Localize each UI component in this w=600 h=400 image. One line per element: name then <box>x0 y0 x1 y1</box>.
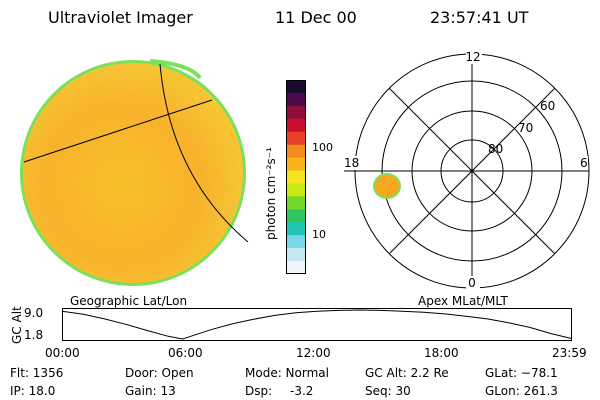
geographic-image <box>20 59 249 286</box>
colorbar <box>286 80 306 274</box>
diagonal-line-2 <box>388 87 556 255</box>
mlt-label-6: 6 <box>580 156 588 170</box>
colorbar-band <box>286 261 306 274</box>
colorbar-band <box>286 105 306 120</box>
polar-plot: 12 18 6 0 60 70 80 <box>342 50 590 290</box>
mlt-label-0: 0 <box>468 276 476 290</box>
colorbar-unit-label: photon cm⁻²s⁻¹ <box>264 147 278 240</box>
date-label: 11 Dec 00 <box>275 8 357 27</box>
altitude-ylabel: GC Alt <box>10 306 24 344</box>
colorbar-band <box>286 248 306 262</box>
status-glon: GLon: 261.3 <box>485 384 558 398</box>
colorbar-band <box>286 196 306 210</box>
colorbar-band <box>286 92 306 107</box>
status-dsp-value: -3.2 <box>290 384 314 398</box>
mlt-label-12: 12 <box>465 50 480 64</box>
altitude-ytick-top: 9.0 <box>24 306 44 320</box>
xtick-2359: 23:59 <box>552 346 587 360</box>
mlt-label-18: 18 <box>344 156 359 170</box>
lat-label-80: 80 <box>488 142 503 156</box>
aurora-patch <box>375 175 399 197</box>
status-glat: GLat: −78.1 <box>485 366 558 380</box>
xtick-1200: 12:00 <box>296 346 331 360</box>
xtick-0600: 06:00 <box>168 346 203 360</box>
status-flt: Flt: 1356 <box>10 366 64 380</box>
status-gcalt: GC Alt: 2.2 Re <box>365 366 449 380</box>
status-seq: Seq: 30 <box>365 384 411 398</box>
colorbar-band <box>286 118 306 133</box>
colorbar-band <box>286 209 306 223</box>
left-panel-caption: Geographic Lat/Lon <box>70 294 188 308</box>
colorbar-tick-10: 10 <box>312 228 326 241</box>
right-panel-caption: Apex MLat/MLT <box>418 294 508 308</box>
lat-line <box>23 99 213 163</box>
colorbar-frame <box>286 80 306 274</box>
colorbar-band <box>286 183 306 197</box>
xtick-1800: 18:00 <box>424 346 459 360</box>
status-gain: Gain: 13 <box>125 384 176 398</box>
lat-label-70: 70 <box>518 121 533 135</box>
altitude-series-line <box>62 309 573 340</box>
status-mode: Mode: Normal <box>245 366 329 380</box>
time-label: 23:57:41 UT <box>430 8 529 27</box>
altitude-ytick-bottom: 1.8 <box>24 328 44 342</box>
colorbar-band <box>286 80 306 94</box>
colorbar-band <box>286 222 306 236</box>
xtick-0000: 00:00 <box>45 346 80 360</box>
colorbar-band <box>286 170 306 184</box>
colorbar-band <box>286 144 306 159</box>
altitude-plot <box>62 308 573 341</box>
lon-line <box>159 63 249 243</box>
lat-label-60: 60 <box>540 99 555 113</box>
colorbar-tick-100: 100 <box>312 141 333 154</box>
colorbar-band <box>286 157 306 172</box>
instrument-title: Ultraviolet Imager <box>48 8 193 27</box>
colorbar-band <box>286 235 306 249</box>
status-dsp-label: Dsp: <box>245 384 273 398</box>
colorbar-band <box>286 131 306 146</box>
altitude-plot-frame <box>62 308 572 341</box>
status-ip: IP: 18.0 <box>10 384 56 398</box>
status-door: Door: Open <box>125 366 194 380</box>
